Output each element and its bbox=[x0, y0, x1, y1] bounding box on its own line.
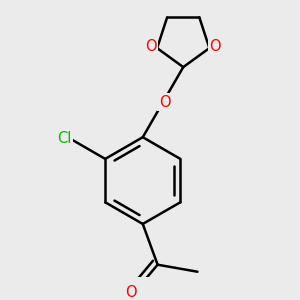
Text: O: O bbox=[146, 39, 157, 54]
Text: O: O bbox=[209, 39, 221, 54]
Text: O: O bbox=[159, 95, 170, 110]
Text: Cl: Cl bbox=[57, 131, 72, 146]
Text: O: O bbox=[125, 284, 136, 299]
